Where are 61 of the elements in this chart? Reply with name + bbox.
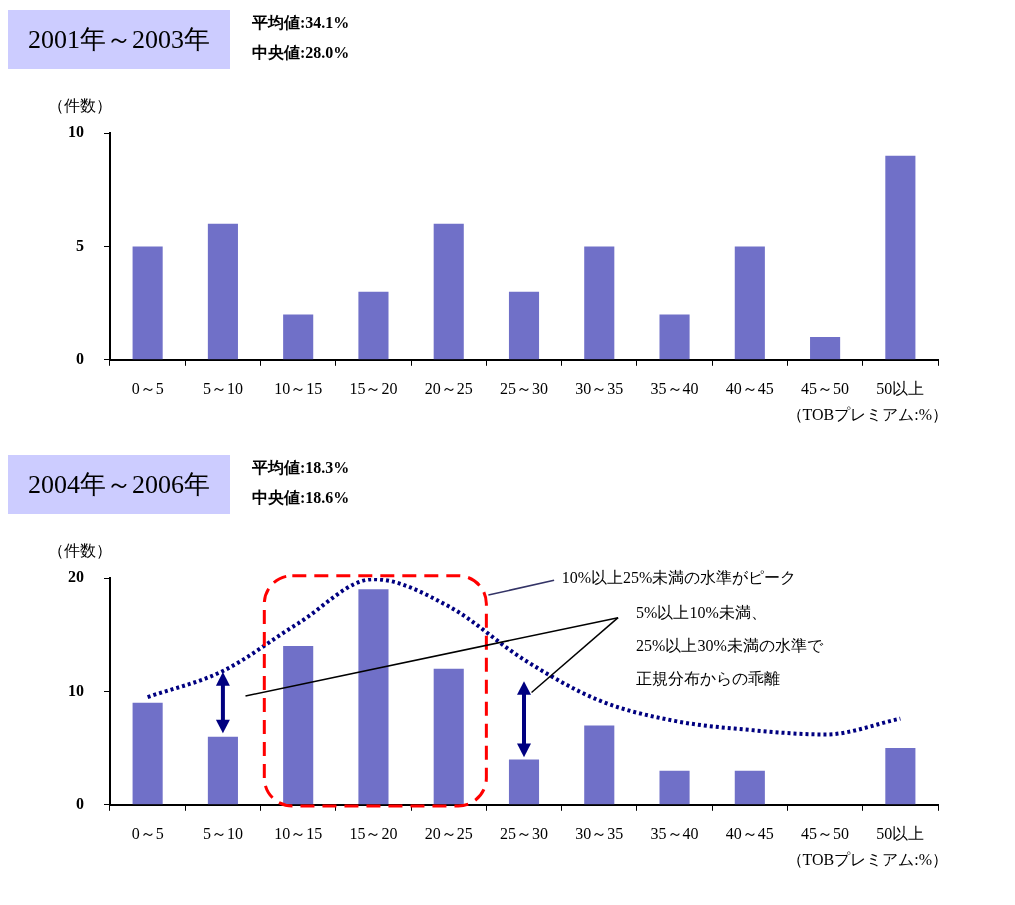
bar [132,246,163,360]
x-tick-label: 15～20 [349,379,398,397]
bar [885,155,916,360]
y-tick-label: 10 [68,681,84,699]
bar [810,337,841,360]
bar [734,246,765,360]
x-tick-label: 45～50 [801,379,850,397]
y-tick-label: 0 [76,794,84,812]
x-tick-label: 50以上 [876,824,925,842]
x-tick-label: 25～30 [500,824,548,842]
x-tick-label: 30～35 [575,379,624,397]
y-tick-label: 10 [68,123,84,141]
y-tick-label: 20 [68,568,84,586]
bar [584,725,615,805]
x-tick-label: 25～30 [500,379,548,397]
annotation: 10%以上25%未満の水準がピーク [561,568,797,588]
x-tick-label: 35～40 [650,824,699,842]
chart-title: 2004年～2006年 [8,455,230,514]
x-tick-label: 35～40 [650,379,699,397]
annotation: 25%以上30%未満の水準で [636,636,823,657]
y-axis-title: （件数） [48,542,112,559]
x-tick-label: 40～45 [725,824,774,842]
bar [132,702,163,805]
x-axis-title: （TOBプレミアム:%） [786,405,948,423]
x-tick-label: 50以上 [876,379,925,397]
bar [659,770,690,805]
x-tick-label: 15～20 [349,824,398,842]
bar [659,314,690,360]
bar [433,668,464,805]
x-tick-label: 10～15 [274,824,323,842]
bar [885,748,916,805]
bar [734,770,765,805]
chart-subtitle: 平均値:34.1% 中央値:28.0% [252,13,350,63]
bar [433,223,464,360]
x-axis-title: （TOBプレミアム:%） [786,850,948,868]
x-tick-label: 10～15 [274,379,323,397]
y-tick-label: 5 [76,236,84,254]
chart-title: 2001年～2003年 [8,10,230,69]
x-tick-label: 20～25 [424,824,473,842]
x-tick-label: 5～10 [202,379,243,397]
bar [508,759,540,805]
chart-subtitle: 平均値:18.3% 中央値:18.6% [252,458,350,508]
y-tick-label: 0 [76,349,84,367]
x-tick-label: 45～50 [801,824,850,842]
x-tick-label: 0～5 [131,379,164,397]
bar [508,291,540,360]
x-tick-label: 5～10 [202,824,243,842]
bar [358,589,389,805]
x-tick-label: 40～45 [725,379,774,397]
bar [358,291,389,360]
y-axis-title: （件数） [48,97,112,114]
annotation: 5%以上10%未満、 [636,603,767,624]
bar [283,646,314,805]
bar [207,223,238,360]
bar [207,736,238,805]
x-tick-label: 0～5 [131,824,164,842]
x-tick-label: 20～25 [424,379,473,397]
annotation: 正規分布からの乖離 [636,669,781,690]
bar [584,246,615,360]
x-tick-label: 30～35 [575,824,624,842]
bar [283,314,314,360]
